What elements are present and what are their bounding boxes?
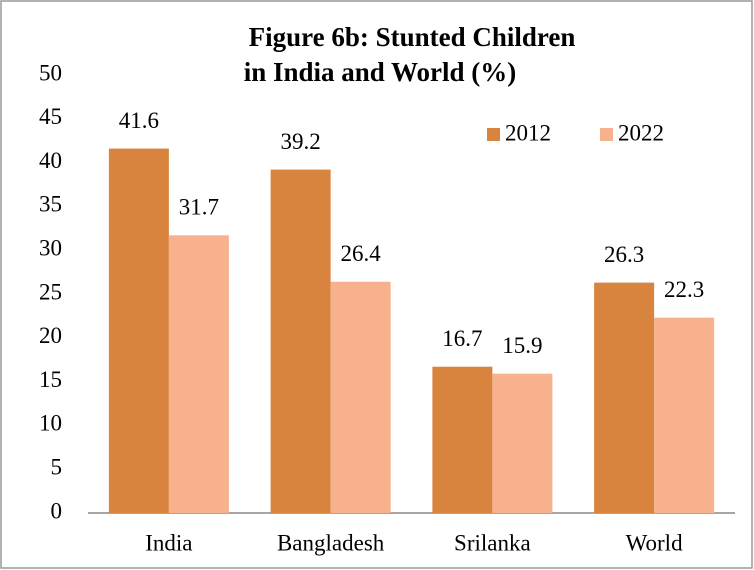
chart-title: in India and World (%) bbox=[244, 57, 517, 87]
bar bbox=[330, 281, 391, 513]
y-tick-label: 15 bbox=[39, 367, 62, 392]
value-label: 15.9 bbox=[502, 333, 542, 358]
y-tick-label: 10 bbox=[39, 411, 62, 436]
x-tick-label: Bangladesh bbox=[277, 530, 385, 555]
y-tick-label: 5 bbox=[51, 454, 63, 479]
chart-title: Figure 6b: Stunted Children bbox=[249, 22, 576, 52]
bar bbox=[270, 169, 331, 513]
y-tick-label: 25 bbox=[39, 279, 62, 304]
bar bbox=[654, 317, 715, 513]
legend-label: 2012 bbox=[505, 120, 551, 145]
value-label: 31.7 bbox=[179, 195, 219, 220]
legend-swatch bbox=[487, 128, 500, 141]
value-label: 39.2 bbox=[281, 129, 321, 154]
value-label: 41.6 bbox=[119, 108, 159, 133]
y-tick-label: 35 bbox=[39, 192, 62, 217]
bar bbox=[492, 373, 553, 513]
y-tick-label: 50 bbox=[39, 60, 62, 85]
y-tick-label: 30 bbox=[39, 235, 62, 260]
y-tick-label: 20 bbox=[39, 323, 62, 348]
value-label: 22.3 bbox=[664, 277, 704, 302]
value-label: 26.3 bbox=[604, 242, 644, 267]
value-label: 26.4 bbox=[341, 241, 382, 266]
y-tick-label: 40 bbox=[39, 148, 62, 173]
value-label: 16.7 bbox=[442, 326, 482, 351]
x-tick-label: India bbox=[145, 530, 192, 555]
y-tick-label: 45 bbox=[39, 104, 62, 129]
legend-label: 2022 bbox=[618, 120, 664, 145]
y-tick-label: 0 bbox=[51, 498, 63, 523]
bar bbox=[168, 235, 229, 514]
x-tick-label: World bbox=[626, 530, 683, 555]
bar bbox=[594, 282, 655, 513]
bar bbox=[432, 366, 493, 513]
legend-swatch bbox=[600, 128, 613, 141]
x-tick-label: Srilanka bbox=[454, 530, 531, 555]
bar bbox=[108, 148, 169, 514]
